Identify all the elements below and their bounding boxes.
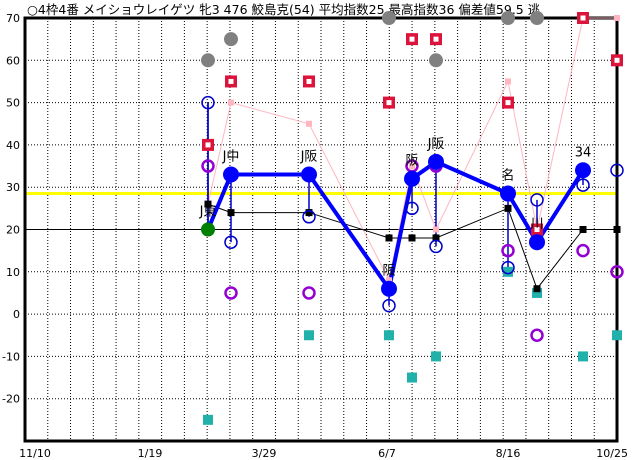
pink-point	[433, 226, 439, 233]
red-point-center	[534, 227, 540, 232]
black-point	[533, 285, 541, 293]
black-point	[579, 226, 587, 233]
race-label: J中	[222, 150, 240, 165]
main-point	[500, 185, 516, 202]
y-tick-label: 60	[6, 54, 20, 67]
open-point	[610, 163, 624, 178]
main-point	[201, 222, 215, 237]
race-label: 阪	[405, 154, 418, 169]
open-point	[201, 95, 215, 110]
red-point-center	[433, 36, 439, 42]
purple-point	[201, 159, 215, 173]
x-tick-label: 10/25	[596, 447, 628, 460]
red-point-center	[614, 57, 620, 63]
y-tick-label: 20	[6, 224, 20, 237]
red-point-center	[580, 15, 586, 21]
gray-point	[382, 11, 396, 25]
red-point-center	[205, 142, 211, 148]
red-point-center	[306, 78, 312, 84]
black-point	[504, 204, 512, 212]
black-point	[613, 226, 621, 233]
teal-point	[431, 351, 441, 362]
y-tick-label: 70	[6, 12, 20, 25]
x-tick-label: 11/10	[19, 447, 51, 460]
y-tick-label: 10	[6, 266, 20, 279]
y-tick-label: 30	[6, 181, 20, 194]
teal-point	[384, 330, 394, 341]
main-point	[381, 280, 397, 297]
main-point	[428, 153, 444, 170]
black-point	[204, 200, 212, 208]
gray-point	[501, 11, 515, 25]
black-point	[432, 234, 440, 242]
purple-point	[610, 265, 624, 279]
open-point	[429, 239, 443, 254]
open-point	[224, 235, 238, 249]
teal-point	[304, 330, 314, 341]
teal-point	[532, 287, 542, 298]
black-point	[385, 234, 393, 242]
y-tick-label: -20	[2, 393, 20, 406]
main-point	[301, 166, 317, 183]
purple-point	[576, 243, 590, 258]
race-label: 名	[501, 168, 514, 184]
pink-point	[306, 120, 312, 127]
main-point	[529, 234, 545, 251]
y-tick-label: 50	[6, 97, 20, 110]
black-series-line	[207, 203, 617, 290]
gray-point	[429, 53, 443, 68]
main-point	[575, 162, 591, 179]
race-label: 川	[530, 217, 543, 232]
red-point-center	[505, 100, 511, 106]
black-point	[408, 234, 416, 242]
teal-point	[503, 266, 513, 277]
red-point-center	[386, 100, 392, 106]
gray-point	[224, 32, 238, 47]
race-label: 阪	[382, 264, 395, 279]
x-tick-label: 8/16	[496, 447, 521, 460]
pink-point	[614, 15, 620, 21]
teal-point	[612, 330, 622, 341]
open-point	[382, 298, 396, 313]
purple-point	[530, 328, 544, 342]
open-point	[530, 193, 544, 207]
open-point	[302, 210, 316, 224]
open-point	[501, 260, 515, 275]
main-point	[404, 170, 420, 187]
x-tick-label: 1/19	[138, 447, 163, 460]
race-label: J東	[199, 204, 217, 220]
race-label: J阪	[300, 150, 318, 165]
race-label: 34	[575, 145, 592, 160]
pink-point	[386, 277, 392, 284]
teal-point	[407, 372, 417, 383]
pink-point	[505, 78, 511, 85]
purple-point	[501, 243, 515, 258]
pink-point	[409, 163, 415, 170]
open-point	[405, 201, 419, 216]
race-label: J阪	[427, 137, 445, 152]
red-point-center	[409, 36, 415, 42]
teal-point	[578, 351, 588, 362]
chart-title: ○4枠4番 メイショウレイゲツ 牝3 476 鮫島克(54) 平均指数25 最高…	[27, 2, 541, 17]
pink-point	[228, 99, 234, 106]
purple-point	[224, 286, 238, 300]
x-tick-label: 6/7	[378, 447, 396, 460]
x-tick-label: 3/29	[252, 447, 277, 460]
red-point-center	[228, 78, 234, 84]
gray-point	[530, 11, 544, 25]
pink-series-line	[207, 17, 617, 282]
teal-point	[203, 414, 213, 425]
y-tick-label: 40	[6, 139, 20, 152]
open-point	[576, 178, 590, 192]
purple-point	[302, 286, 316, 300]
y-tick-label: 0	[13, 308, 20, 321]
y-tick-label: -10	[2, 350, 20, 363]
black-point	[227, 209, 235, 217]
black-point	[305, 209, 313, 217]
gray-point	[201, 53, 215, 68]
main-point	[223, 166, 239, 183]
